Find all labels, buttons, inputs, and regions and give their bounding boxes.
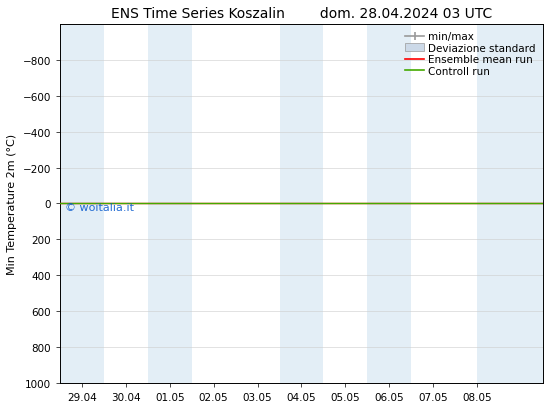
Title: ENS Time Series Koszalin        dom. 28.04.2024 03 UTC: ENS Time Series Koszalin dom. 28.04.2024…: [111, 7, 492, 21]
Bar: [148, 25, 191, 383]
Bar: [477, 25, 543, 383]
Legend: min/max, Deviazione standard, Ensemble mean run, Controll run: min/max, Deviazione standard, Ensemble m…: [403, 30, 538, 79]
Text: © woitalia.it: © woitalia.it: [65, 202, 134, 212]
Bar: [367, 25, 411, 383]
Bar: [279, 25, 323, 383]
Y-axis label: Min Temperature 2m (°C): Min Temperature 2m (°C): [7, 134, 17, 274]
Bar: [60, 25, 104, 383]
